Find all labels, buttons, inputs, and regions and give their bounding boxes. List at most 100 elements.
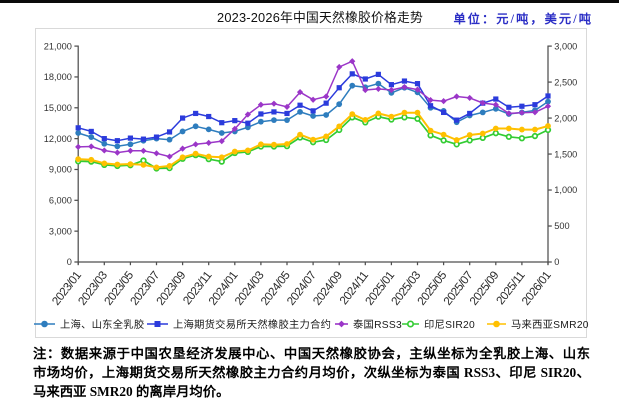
marker-diamond (75, 143, 82, 150)
marker-circle (479, 109, 486, 116)
marker-square (336, 85, 342, 91)
right-axis-tick-label: 2,500 (554, 77, 577, 87)
footnote: 注：数据来源于中国农垦经济发展中心、中国天然橡胶协会，主纵坐标为全乳胶上海、山东… (33, 344, 590, 402)
marker-circle (310, 113, 316, 119)
marker-square (245, 120, 251, 126)
marker-open-circle (466, 137, 473, 144)
marker-square (258, 111, 264, 117)
marker-circle (284, 117, 290, 124)
marker-square (127, 135, 133, 141)
marker-square (362, 76, 368, 82)
marker-diamond (388, 86, 395, 94)
marker-circle (258, 141, 264, 148)
marker-diamond (153, 150, 160, 157)
marker-diamond (336, 63, 343, 71)
marker-circle (532, 126, 538, 133)
marker-square (519, 103, 525, 109)
marker-square (388, 82, 394, 88)
right-axis-tick-label: 2,000 (554, 113, 577, 123)
marker-circle (297, 108, 303, 115)
marker-square (310, 108, 316, 114)
marker-circle (205, 126, 212, 133)
marker-square (206, 113, 212, 120)
footnote-line: 马来西亚 SMR20 的离岸月均价。 (33, 384, 230, 400)
marker-circle (401, 109, 408, 116)
marker-circle (101, 140, 108, 147)
marker-diamond (310, 96, 317, 103)
marker-open-circle (518, 135, 526, 142)
marker-square (166, 129, 173, 135)
marker-diamond (479, 99, 486, 107)
marker-open-circle (505, 133, 513, 140)
marker-square (545, 93, 551, 99)
marker-diamond (323, 93, 330, 100)
right-axis-tick-label: 1,500 (554, 149, 577, 159)
marker-circle (271, 141, 277, 148)
series-3-line (75, 58, 552, 160)
marker-square (506, 104, 512, 110)
marker-square (101, 136, 107, 142)
marker-circle (166, 163, 173, 169)
marker-square (454, 117, 460, 123)
marker-circle (153, 164, 160, 171)
marker-circle (192, 150, 199, 157)
chart-title: 2023-2026年中国天然橡胶价格走势 (217, 10, 423, 25)
marker-diamond (505, 110, 512, 117)
marker-circle (258, 118, 264, 125)
marker-circle (492, 105, 499, 112)
left-axis-tick-label: 15,000 (44, 103, 72, 113)
marker-square (271, 109, 277, 115)
marker-square (532, 102, 538, 108)
marker-square (349, 71, 355, 77)
marker-circle (349, 82, 356, 89)
marker-diamond (257, 101, 264, 108)
marker-circle (362, 116, 369, 123)
left-axis-tick-label: 6,000 (49, 196, 72, 206)
marker-circle (205, 153, 212, 160)
marker-diamond (270, 100, 278, 107)
right-axis-tick-label: 500 (554, 221, 569, 231)
left-axis-tick-label: 18,000 (44, 72, 72, 82)
left-axis-tick-label: 3,000 (49, 226, 72, 236)
marker-diamond (453, 93, 460, 100)
marker-diamond (544, 103, 552, 110)
marker-diamond (401, 84, 408, 91)
marker-square (427, 103, 434, 109)
left-axis-tick-label: 0 (67, 257, 72, 267)
marker-diamond (296, 89, 304, 96)
marker-diamond (140, 147, 147, 154)
marker-circle (440, 131, 447, 138)
footnote-line: 市场均价，上海期货交易所天然橡胶主力合约月均价，次纵坐标为泰国 RSS3、印尼 … (33, 364, 590, 380)
marker-circle (375, 80, 382, 87)
marker-circle (505, 125, 512, 132)
marker-diamond (114, 149, 121, 156)
marker-square (323, 100, 329, 106)
marker-square (140, 136, 147, 142)
marker-circle (284, 141, 290, 147)
marker-circle (349, 111, 356, 118)
marker-open-circle (414, 115, 421, 122)
marker-diamond (427, 96, 434, 104)
title-row: 2023-2026年中国天然橡胶价格走势 单位：元/吨，美元/吨 (0, 5, 619, 26)
marker-circle (231, 148, 238, 155)
marker-circle (179, 128, 186, 135)
marker-diamond (88, 143, 95, 150)
marker-square (232, 118, 238, 124)
right-axis-tick-label: 1,000 (554, 185, 577, 195)
marker-circle (140, 161, 147, 168)
marker-diamond (518, 109, 525, 116)
marker-square (180, 115, 186, 121)
marker-square (114, 138, 120, 144)
marker-square (153, 134, 160, 140)
right-axis-tick-label: 0 (554, 257, 559, 267)
marker-diamond (283, 103, 291, 111)
marker-circle (427, 127, 434, 134)
marker-circle (179, 154, 186, 161)
marker-diamond (101, 147, 108, 154)
marker-circle (101, 160, 108, 167)
marker-diamond (166, 153, 173, 160)
marker-circle (114, 143, 121, 150)
marker-diamond (218, 137, 225, 145)
marker-circle (336, 101, 343, 108)
